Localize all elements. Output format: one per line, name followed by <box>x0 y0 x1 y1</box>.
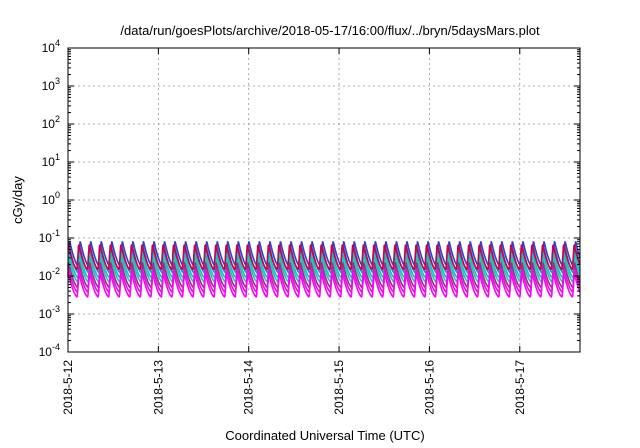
x-tick-label: 2018-5-12 <box>61 360 75 415</box>
y-axis-label: cGy/day <box>10 176 25 224</box>
x-tick-label: 2018-5-16 <box>422 360 436 415</box>
y-tick-label: 10-4 <box>39 342 60 359</box>
x-tick-label: 2018-5-14 <box>242 360 256 415</box>
series-line <box>67 268 581 293</box>
y-tick-labels: 10-4 10-3 10-2 10-1 100 101 102 103 104 <box>39 38 60 359</box>
y-tick-label: 100 <box>42 190 60 207</box>
series-line <box>67 244 581 271</box>
y-tick-label: 103 <box>42 76 60 93</box>
y-tick-label: 104 <box>42 38 60 55</box>
series-line <box>67 272 581 298</box>
x-tick-labels: 2018-5-12 2018-5-13 2018-5-14 2018-5-15 2018… <box>61 360 527 415</box>
series-layer <box>67 241 581 298</box>
y-tick-label: 102 <box>42 114 60 131</box>
x-axis-label: Coordinated Universal Time (UTC) <box>225 428 424 443</box>
series-line <box>67 257 581 283</box>
x-tick-label: 2018-5-17 <box>513 360 527 415</box>
series-line <box>67 252 581 279</box>
y-tick-label: 10-1 <box>39 228 60 245</box>
x-tick-label: 2018-5-13 <box>151 360 165 415</box>
tick-layer <box>67 47 580 353</box>
y-tick-label: 10-3 <box>39 304 60 321</box>
x-tick-label: 2018-5-15 <box>332 360 346 415</box>
y-tick-label: 10-2 <box>39 266 60 283</box>
series-line <box>67 262 581 289</box>
y-tick-label: 101 <box>42 152 60 169</box>
grid-layer <box>68 48 580 352</box>
chart-title: /data/run/goesPlots/archive/2018-05-17/1… <box>120 23 540 38</box>
